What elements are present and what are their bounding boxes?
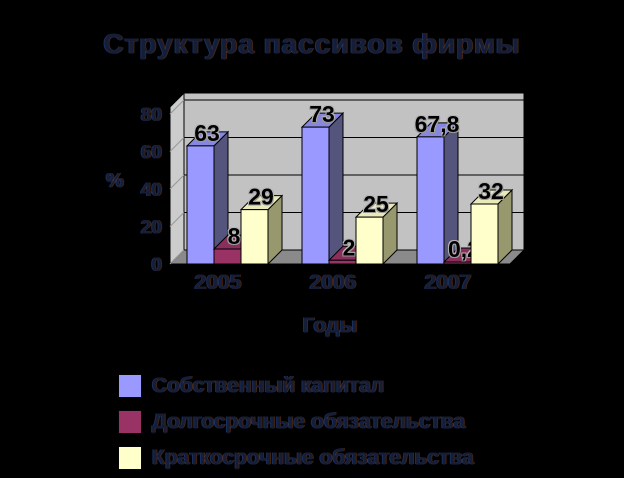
y-tick-label: 20: [141, 218, 162, 239]
legend-swatch-equity: [118, 374, 142, 398]
left-wall: [169, 91, 185, 266]
legend-label: Долгосрочные обязательства: [152, 410, 466, 433]
bar-value-label: 32: [478, 178, 504, 204]
x-axis-title: Годы: [302, 314, 358, 337]
bar-value-label: 67,8: [415, 111, 460, 137]
legend-label: Собственный капитал: [152, 374, 385, 397]
x-category-label: 2005: [195, 271, 242, 294]
legend-swatch-longterm: [118, 410, 142, 434]
y-tick: [169, 212, 185, 227]
bar-side: [328, 111, 344, 266]
bar-front: [355, 216, 384, 265]
bar-front: [470, 203, 499, 265]
bar-front: [240, 209, 269, 265]
y-tick: [169, 174, 185, 190]
y-tick: [169, 249, 185, 265]
y-tick-label: 0: [151, 255, 162, 276]
bar-front: [328, 259, 357, 265]
legend-swatch-shortterm: [118, 446, 142, 470]
bar-value-label: 2: [343, 234, 356, 260]
bar-value-label: 25: [363, 191, 389, 217]
bar-front: [186, 145, 215, 265]
bar-front: [301, 126, 330, 265]
legend-item: Краткосрочные обязательства: [118, 440, 474, 476]
bar-value-label: 29: [248, 184, 274, 210]
x-category-label: 2006: [310, 271, 357, 294]
y-tick: [169, 99, 185, 115]
legend-item: Собственный капитал: [118, 368, 474, 404]
y-tick-label: 40: [141, 180, 162, 201]
x-category-label: 2007: [425, 271, 472, 294]
bar-value-label: 73: [309, 101, 335, 127]
chart-title: Структура пассивов фирмы: [103, 28, 521, 59]
bar-value-label: 8: [228, 223, 241, 249]
legend-label: Краткосрочные обязательства: [152, 446, 474, 469]
y-tick-label: 60: [141, 143, 162, 164]
bar-front: [443, 261, 472, 265]
y-tick: [169, 137, 185, 152]
y-axis-title: %: [106, 170, 124, 192]
legend-item: Долгосрочные обязательства: [118, 404, 474, 440]
bar-value-label: 63: [194, 120, 220, 146]
bar-front: [416, 136, 445, 265]
y-tick-label: 80: [141, 105, 162, 126]
legend: Собственный капитал Долгосрочные обязате…: [118, 368, 474, 476]
bar-front: [213, 248, 242, 265]
